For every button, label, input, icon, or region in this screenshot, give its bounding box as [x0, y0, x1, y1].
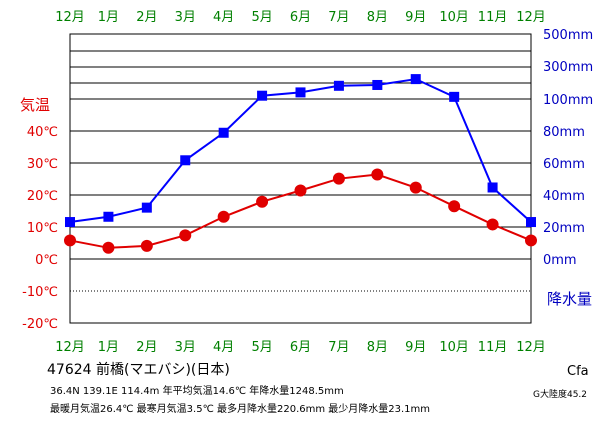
month-label-bottom: 9月 [405, 340, 426, 355]
temperature-axis-ticks: 40℃ 30℃ 20℃ 10℃ 0℃ -10℃ -20℃ [22, 125, 58, 332]
month-label-bottom: 7月 [328, 340, 349, 355]
month-label-bottom: 12月 [516, 340, 546, 355]
month-label-bottom: 12月 [55, 340, 85, 355]
temperature-tick-label: 30℃ [27, 157, 58, 172]
temperature-point [217, 210, 230, 223]
month-label-top: 12月 [55, 10, 85, 25]
precipitation-point [103, 211, 114, 222]
month-label-bottom: 6月 [290, 340, 311, 355]
precipitation-tick-label: 20mm [543, 221, 585, 236]
temperature-point [256, 195, 269, 208]
precipitation-point [257, 90, 268, 101]
month-label-top: 9月 [405, 10, 426, 25]
temperature-point [525, 234, 537, 247]
month-label-top: 10月 [439, 10, 469, 25]
month-label-top: 3月 [175, 10, 196, 25]
precipitation-point [487, 182, 498, 193]
chart-grid [69, 33, 532, 324]
month-label-bottom: 11月 [478, 340, 508, 355]
month-label-bottom: 5月 [251, 340, 272, 355]
temperature-axis-label: 気温 [20, 96, 50, 114]
precipitation-point [218, 127, 229, 138]
temperature-point [179, 229, 192, 242]
temperature-point [102, 241, 115, 254]
precipitation-point [141, 202, 152, 213]
precipitation-point [372, 79, 383, 90]
continentality-index: G大陸度45.2 [533, 388, 587, 400]
month-label-bottom: 3月 [175, 340, 196, 355]
precipitation-series [65, 74, 536, 228]
month-label-top: 8月 [367, 10, 388, 25]
precipitation-point [410, 74, 421, 85]
month-label-bottom: 8月 [367, 340, 388, 355]
temperature-point [140, 239, 153, 252]
precipitation-point [295, 87, 306, 98]
month-label-top: 12月 [516, 10, 546, 25]
temperature-tick-label: -20℃ [22, 317, 58, 332]
temperature-point [64, 234, 76, 247]
precipitation-point [526, 217, 536, 228]
temperature-point [332, 172, 345, 185]
temperature-point [371, 168, 384, 181]
precipitation-tick-label: 100mm [543, 93, 593, 108]
temperature-tick-label: 0℃ [35, 253, 58, 268]
precipitation-point [449, 91, 460, 102]
precipitation-axis-ticks: 500mm 300mm 100mm 80mm 60mm 40mm 20mm 0mm [543, 28, 593, 268]
month-label-top: 2月 [136, 10, 157, 25]
month-label-top: 5月 [251, 10, 272, 25]
precipitation-tick-label: 80mm [543, 125, 585, 140]
month-label-top: 11月 [478, 10, 508, 25]
bottom-month-labels: 12月 1月 2月 3月 4月 5月 6月 7月 8月 9月 10月 11月 12月 [55, 340, 546, 355]
station-info-line2: 最暖月気温26.4℃ 最寒月気温3.5℃ 最多月降水量220.6mm 最少月降水… [50, 402, 430, 415]
station-title: 47624 前橋(マエバシ)(日本) [47, 361, 230, 378]
precipitation-line [69, 78, 532, 224]
month-label-bottom: 2月 [136, 340, 157, 355]
month-label-top: 4月 [213, 10, 234, 25]
precipitation-axis-label: 降水量 [547, 290, 592, 308]
temperature-tick-label: -10℃ [22, 285, 58, 300]
month-label-bottom: 1月 [98, 340, 119, 355]
precipitation-tick-label: 0mm [543, 253, 577, 268]
temperature-point [486, 218, 499, 231]
month-label-top: 7月 [328, 10, 349, 25]
temperature-tick-label: 20℃ [27, 189, 58, 204]
month-label-bottom: 10月 [439, 340, 469, 355]
temperature-series [64, 168, 537, 254]
temperature-point [409, 181, 422, 194]
climate-class: Cfa [567, 364, 589, 379]
precipitation-tick-label: 60mm [543, 157, 585, 172]
temperature-tick-label: 10℃ [27, 221, 58, 236]
precipitation-tick-label: 300mm [543, 60, 593, 75]
month-label-top: 1月 [98, 10, 119, 25]
temperature-tick-label: 40℃ [27, 125, 58, 140]
precipitation-point [65, 217, 75, 228]
top-month-labels: 12月 1月 2月 3月 4月 5月 6月 7月 8月 9月 10月 11月 12月 [55, 10, 546, 25]
temperature-point [294, 184, 307, 197]
station-info-line1: 36.4N 139.1E 114.4m 年平均気温14.6℃ 年降水量1248.… [50, 384, 344, 397]
month-label-top: 6月 [290, 10, 311, 25]
precipitation-tick-label: 500mm [543, 28, 593, 43]
month-label-bottom: 4月 [213, 340, 234, 355]
precipitation-tick-label: 40mm [543, 189, 585, 204]
precipitation-point [180, 155, 191, 166]
precipitation-point [333, 80, 344, 91]
plot-frame [69, 33, 532, 324]
temperature-point [448, 200, 461, 213]
